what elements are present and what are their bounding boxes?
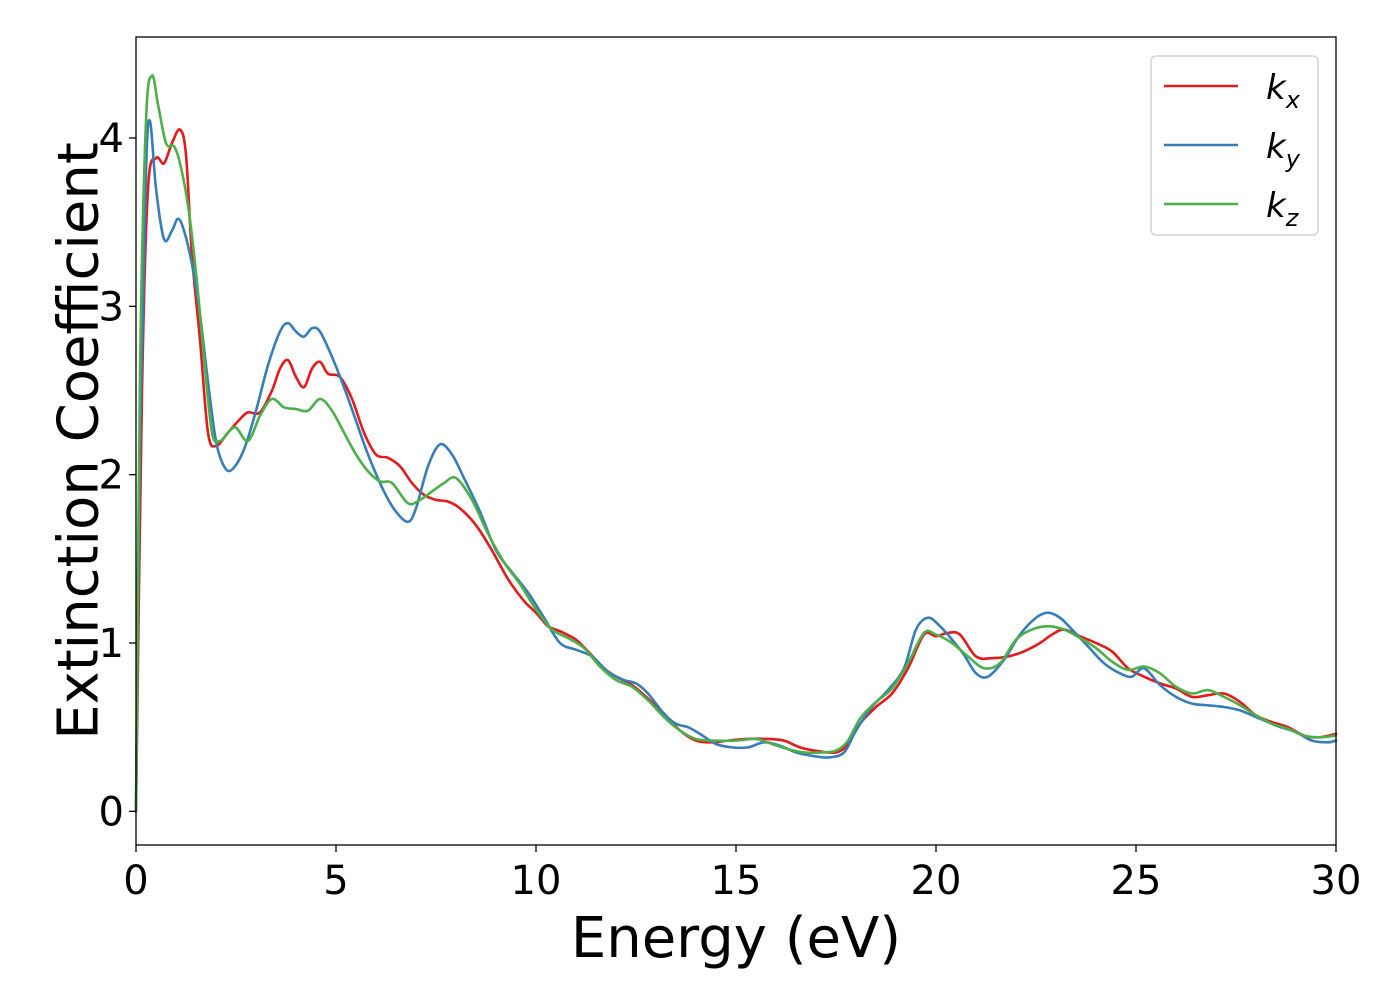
x-tick-label: 5: [323, 858, 348, 904]
series-line-y: [134, 119, 1338, 813]
x-tick-label: 0: [123, 858, 148, 904]
x-tick-label: 20: [911, 858, 962, 904]
x-axis-label: Energy (eV): [571, 906, 901, 971]
legend-label-base: k: [1266, 186, 1287, 226]
x-tick-label: 10: [511, 858, 562, 904]
y-axis-label: Extinction Coefficient: [47, 142, 112, 740]
y-tick-label: 0: [99, 789, 124, 835]
ticks-layer: 0 5 10 15 20 25 30 0 1 2 3 4: [99, 116, 1362, 904]
legend-label-z: kz: [1266, 186, 1300, 232]
legend-label-base: k: [1266, 127, 1287, 167]
y-tick-label: 4: [99, 116, 124, 162]
x-tick-label: 25: [1111, 858, 1162, 904]
legend-label-subscript: y: [1285, 145, 1301, 173]
y-tick-label: 1: [99, 621, 124, 667]
x-tick-label: 15: [711, 858, 762, 904]
legend-label-subscript: x: [1285, 86, 1301, 114]
x-tick-label: 30: [1311, 858, 1362, 904]
y-tick-label: 3: [99, 284, 124, 330]
series-line-z: [134, 74, 1338, 813]
series-layer: [134, 74, 1338, 813]
legend-label-x: kx: [1266, 68, 1301, 114]
legend-label-y: ky: [1266, 127, 1301, 173]
legend-label-base: k: [1266, 68, 1287, 108]
y-tick-label: 2: [99, 453, 124, 499]
legend-label-subscript: z: [1285, 204, 1300, 232]
